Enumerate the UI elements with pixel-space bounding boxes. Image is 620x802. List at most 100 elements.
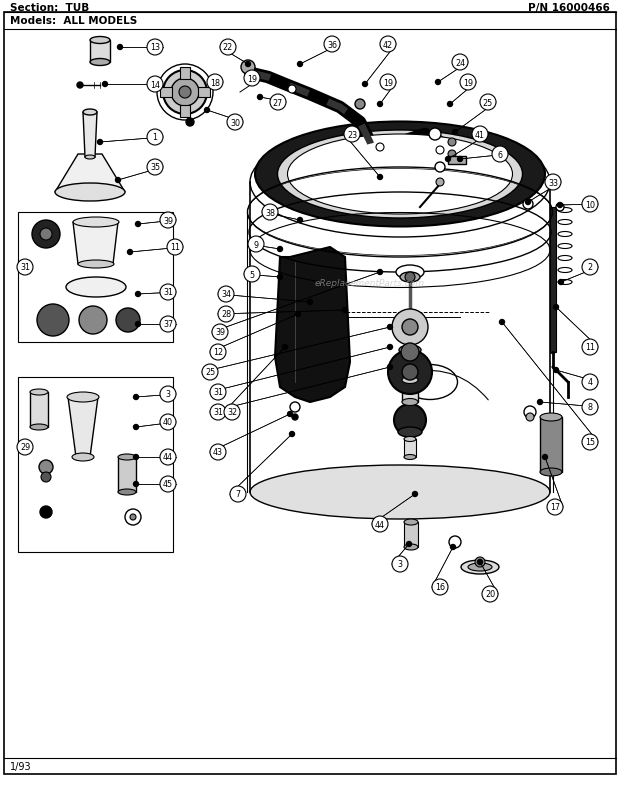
Circle shape bbox=[179, 87, 191, 99]
Circle shape bbox=[380, 37, 396, 53]
Text: 31: 31 bbox=[163, 288, 173, 297]
Ellipse shape bbox=[55, 184, 125, 202]
Ellipse shape bbox=[30, 390, 48, 395]
Circle shape bbox=[452, 55, 468, 71]
Circle shape bbox=[160, 213, 176, 229]
Ellipse shape bbox=[85, 156, 95, 160]
Ellipse shape bbox=[66, 277, 126, 298]
Text: 13: 13 bbox=[150, 43, 160, 52]
Ellipse shape bbox=[404, 455, 416, 460]
Text: 5: 5 bbox=[249, 270, 255, 279]
Circle shape bbox=[210, 444, 226, 460]
Circle shape bbox=[210, 384, 226, 400]
Ellipse shape bbox=[540, 414, 562, 422]
Circle shape bbox=[171, 79, 199, 107]
Ellipse shape bbox=[400, 273, 420, 282]
Text: 43: 43 bbox=[213, 448, 223, 457]
Circle shape bbox=[136, 292, 141, 297]
Ellipse shape bbox=[90, 38, 110, 44]
Text: 30: 30 bbox=[230, 119, 240, 128]
Ellipse shape bbox=[399, 346, 421, 355]
Circle shape bbox=[288, 86, 296, 94]
Polygon shape bbox=[68, 398, 98, 457]
Circle shape bbox=[290, 432, 294, 437]
Circle shape bbox=[559, 280, 564, 286]
Circle shape bbox=[472, 127, 488, 143]
Circle shape bbox=[298, 218, 303, 223]
Text: 45: 45 bbox=[163, 480, 173, 489]
Circle shape bbox=[436, 179, 444, 187]
Circle shape bbox=[388, 345, 392, 350]
Text: 14: 14 bbox=[150, 80, 160, 89]
Text: 9: 9 bbox=[254, 241, 259, 249]
Text: 20: 20 bbox=[485, 589, 495, 599]
Circle shape bbox=[392, 310, 428, 346]
Ellipse shape bbox=[540, 468, 562, 476]
Circle shape bbox=[241, 61, 255, 75]
Circle shape bbox=[308, 300, 312, 305]
Text: 37: 37 bbox=[163, 320, 173, 329]
Circle shape bbox=[388, 325, 392, 330]
Circle shape bbox=[449, 537, 461, 549]
Polygon shape bbox=[55, 155, 125, 192]
Circle shape bbox=[210, 345, 226, 361]
Circle shape bbox=[125, 509, 141, 525]
Circle shape bbox=[526, 414, 534, 422]
Circle shape bbox=[227, 115, 243, 131]
Ellipse shape bbox=[402, 365, 458, 400]
Text: 41: 41 bbox=[475, 131, 485, 140]
Circle shape bbox=[556, 204, 564, 212]
Circle shape bbox=[582, 399, 598, 415]
Circle shape bbox=[79, 306, 107, 334]
Circle shape bbox=[582, 435, 598, 451]
Circle shape bbox=[298, 63, 303, 67]
Text: P/N 16000466: P/N 16000466 bbox=[528, 3, 610, 13]
Circle shape bbox=[378, 270, 383, 275]
Circle shape bbox=[523, 200, 533, 210]
Circle shape bbox=[207, 75, 223, 91]
Circle shape bbox=[262, 205, 278, 221]
Circle shape bbox=[432, 579, 448, 595]
Ellipse shape bbox=[404, 520, 418, 525]
Text: 31: 31 bbox=[213, 408, 223, 417]
Circle shape bbox=[436, 147, 444, 155]
Ellipse shape bbox=[250, 128, 550, 237]
Bar bbox=[550, 208, 556, 353]
Text: 19: 19 bbox=[463, 79, 473, 87]
Circle shape bbox=[39, 460, 53, 475]
Text: 34: 34 bbox=[221, 290, 231, 299]
Circle shape bbox=[130, 514, 136, 520]
Circle shape bbox=[388, 365, 392, 370]
Circle shape bbox=[136, 322, 141, 327]
Text: 3: 3 bbox=[166, 390, 171, 399]
Ellipse shape bbox=[118, 489, 136, 496]
Circle shape bbox=[218, 286, 234, 302]
Circle shape bbox=[212, 325, 228, 341]
Bar bbox=[90, 41, 110, 63]
Circle shape bbox=[133, 482, 138, 487]
Circle shape bbox=[116, 309, 140, 333]
Circle shape bbox=[344, 127, 360, 143]
Text: 16: 16 bbox=[435, 583, 445, 592]
Circle shape bbox=[500, 320, 505, 325]
Text: 31: 31 bbox=[213, 388, 223, 397]
Bar bbox=[18, 378, 173, 553]
Ellipse shape bbox=[118, 455, 136, 460]
Circle shape bbox=[448, 151, 456, 159]
Circle shape bbox=[402, 320, 418, 335]
Text: 24: 24 bbox=[455, 59, 465, 67]
Text: 25: 25 bbox=[483, 99, 493, 107]
Bar bbox=[404, 522, 418, 547]
Circle shape bbox=[542, 455, 547, 460]
Circle shape bbox=[246, 63, 250, 67]
Circle shape bbox=[448, 139, 456, 147]
Text: 19: 19 bbox=[383, 79, 393, 87]
Circle shape bbox=[257, 95, 262, 100]
Ellipse shape bbox=[73, 217, 119, 228]
Circle shape bbox=[526, 200, 531, 205]
Text: 15: 15 bbox=[585, 438, 595, 447]
Circle shape bbox=[453, 131, 458, 136]
Circle shape bbox=[77, 83, 83, 89]
Bar bbox=[118, 457, 136, 492]
Circle shape bbox=[554, 368, 559, 373]
